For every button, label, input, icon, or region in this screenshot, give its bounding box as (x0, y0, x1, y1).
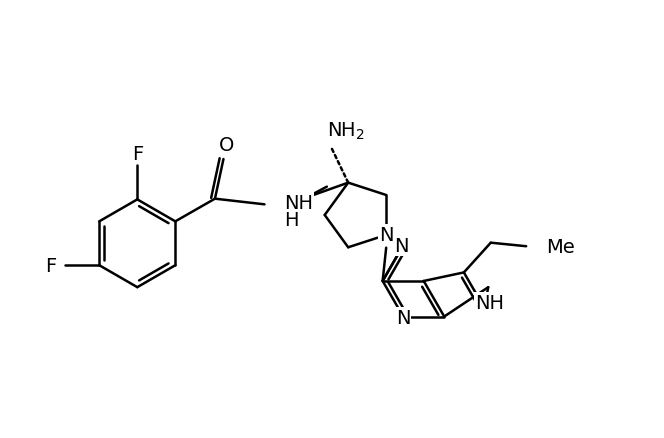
Text: N: N (379, 226, 394, 245)
Text: N: N (394, 237, 409, 255)
Text: F: F (131, 145, 143, 163)
Text: NH: NH (475, 293, 504, 313)
Text: N: N (396, 309, 410, 328)
Text: Me: Me (546, 237, 575, 256)
Text: H: H (284, 211, 298, 230)
Text: F: F (46, 256, 56, 275)
Text: NH$_2$: NH$_2$ (327, 120, 365, 141)
Text: NH: NH (284, 194, 313, 213)
Text: O: O (218, 136, 234, 155)
